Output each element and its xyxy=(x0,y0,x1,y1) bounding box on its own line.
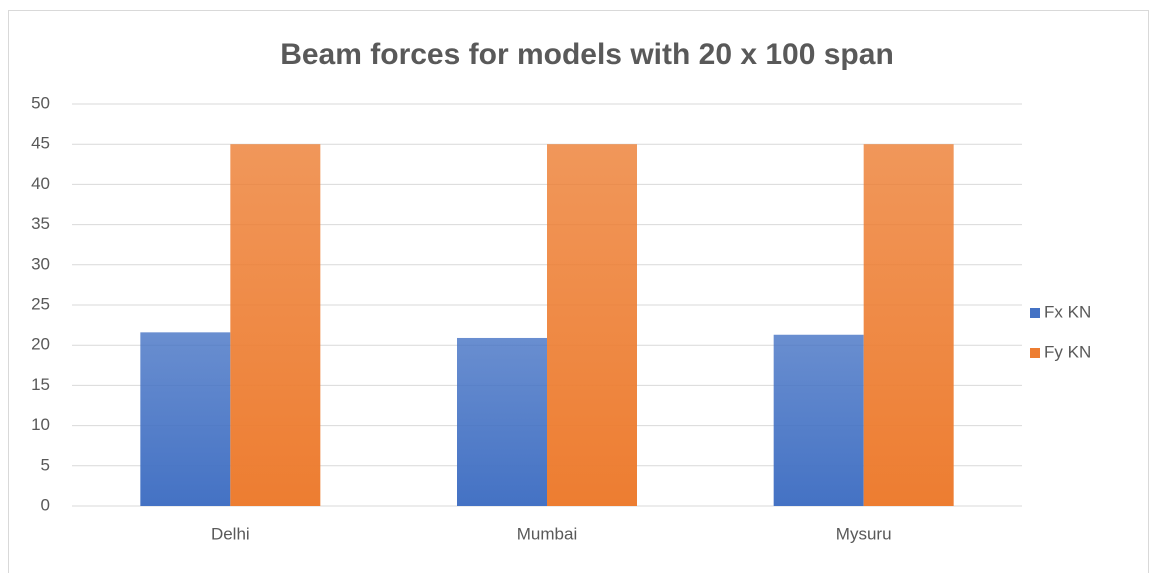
y-tick-label: 30 xyxy=(31,254,50,273)
chart-title: Beam forces for models with 20 x 100 spa… xyxy=(280,38,894,71)
y-tick-label: 10 xyxy=(31,415,50,434)
y-tick-label: 35 xyxy=(31,214,50,233)
bar xyxy=(863,144,954,506)
y-tick-label: 15 xyxy=(31,375,50,394)
x-tick-label: Delhi xyxy=(211,524,250,543)
y-tick-label: 0 xyxy=(41,495,50,514)
y-tick-label: 40 xyxy=(31,174,50,193)
y-tick-label: 20 xyxy=(31,335,50,354)
legend-swatch xyxy=(1030,308,1040,318)
y-tick-label: 5 xyxy=(41,455,50,474)
bar xyxy=(547,144,637,506)
x-tick-label: Mysuru xyxy=(836,524,892,543)
x-tick-label: Mumbai xyxy=(517,524,577,543)
y-tick-label: 25 xyxy=(31,294,50,313)
bar xyxy=(457,337,547,506)
legend-swatch xyxy=(1030,348,1040,358)
y-tick-label: 50 xyxy=(31,93,50,112)
legend-label: Fx KN xyxy=(1044,302,1091,321)
bar xyxy=(140,332,231,506)
legend-label: Fy KN xyxy=(1044,342,1091,361)
bar xyxy=(230,144,321,506)
y-tick-label: 45 xyxy=(31,134,50,153)
bar xyxy=(773,334,864,506)
